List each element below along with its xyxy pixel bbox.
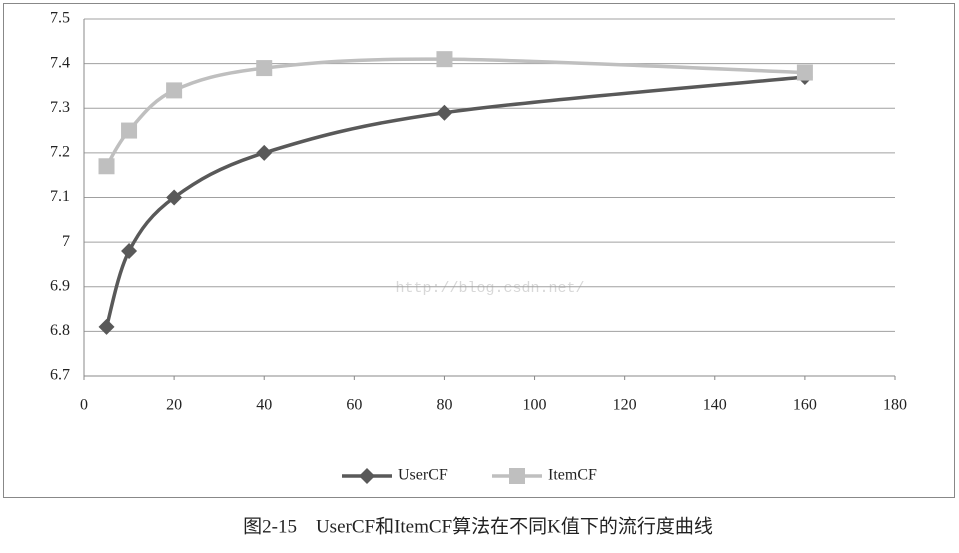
x-tick-label: 180 xyxy=(883,397,907,414)
x-tick-label: 40 xyxy=(256,397,272,414)
y-tick-label: 7.5 xyxy=(50,10,70,27)
x-tick-label: 60 xyxy=(346,397,362,414)
x-tick-label: 160 xyxy=(793,397,817,414)
x-tick-label: 20 xyxy=(166,397,182,414)
marker xyxy=(796,64,813,81)
x-tick-label: 80 xyxy=(436,397,452,414)
marker xyxy=(121,243,138,260)
marker xyxy=(256,60,273,77)
marker xyxy=(359,468,375,484)
watermark: http://blog.csdn.net/ xyxy=(395,280,584,297)
marker xyxy=(98,318,115,335)
y-tick-label: 7.4 xyxy=(50,54,70,71)
y-tick-label: 6.8 xyxy=(50,322,70,339)
marker xyxy=(436,104,453,121)
y-tick-label: 7.1 xyxy=(50,188,70,205)
x-tick-label: 0 xyxy=(80,397,88,414)
caption: 图2-15 UserCF和ItemCF算法在不同K值下的流行度曲线 xyxy=(243,515,713,537)
y-tick-label: 6.7 xyxy=(50,367,70,384)
marker xyxy=(256,144,273,161)
chart-frame xyxy=(3,3,955,498)
y-tick-label: 7.3 xyxy=(50,99,70,116)
legend-label: ItemCF xyxy=(548,467,597,484)
marker xyxy=(166,189,183,206)
x-tick-label: 120 xyxy=(613,397,637,414)
y-tick-label: 7.2 xyxy=(50,144,70,161)
marker xyxy=(98,158,115,175)
y-tick-label: 7 xyxy=(62,233,70,250)
marker xyxy=(436,51,453,68)
marker xyxy=(166,82,183,99)
x-tick-label: 100 xyxy=(523,397,547,414)
y-tick-label: 6.9 xyxy=(50,277,70,294)
marker xyxy=(121,122,138,139)
marker xyxy=(509,468,525,484)
legend-label: UserCF xyxy=(398,467,448,484)
x-tick-label: 140 xyxy=(703,397,727,414)
